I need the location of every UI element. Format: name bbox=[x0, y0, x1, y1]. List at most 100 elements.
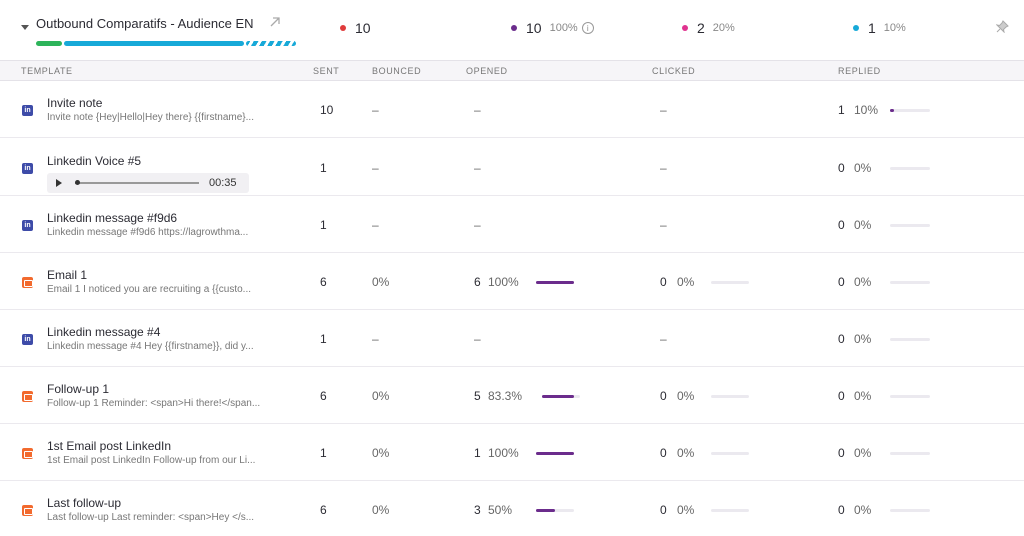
replied-count: 0 bbox=[838, 503, 845, 517]
table-header: TEMPLATE SENT BOUNCED OPENED CLICKED REP… bbox=[0, 60, 1024, 81]
bounced-value: 0% bbox=[372, 275, 390, 289]
stat-sent: 10 bbox=[340, 19, 379, 37]
linkedin-icon: in bbox=[22, 334, 33, 345]
column-sent[interactable]: SENT bbox=[313, 66, 340, 76]
replied-percent: 10% bbox=[854, 103, 879, 117]
table-row[interactable]: Last follow-up Last follow-up Last remind… bbox=[0, 481, 1024, 536]
opened-bar-fill bbox=[536, 452, 574, 455]
info-icon[interactable]: i bbox=[581, 22, 594, 34]
sent-count: 6 bbox=[320, 275, 327, 289]
template-preview: Last follow-up Last reminder: <span>Hey … bbox=[47, 512, 255, 523]
stat-dot bbox=[340, 25, 346, 31]
clicked-percent: 0% bbox=[677, 275, 695, 289]
template-name[interactable]: 1st Email post LinkedIn bbox=[47, 439, 172, 453]
audio-player[interactable]: 00:35 bbox=[47, 173, 249, 193]
sent-count: 6 bbox=[320, 503, 327, 517]
template-name[interactable]: Linkedin message #f9d6 bbox=[47, 211, 178, 225]
stat-count: 10 bbox=[355, 20, 371, 36]
opened-count: 3 bbox=[474, 503, 481, 517]
opened-bar-fill bbox=[536, 281, 574, 284]
clicked-count: 0 bbox=[660, 503, 667, 517]
column-template[interactable]: TEMPLATE bbox=[21, 66, 73, 76]
opened-percent: 83.3% bbox=[488, 389, 523, 403]
table-row[interactable]: in Linkedin message #4 Linkedin message #4… bbox=[0, 310, 1024, 367]
replied-bar bbox=[890, 224, 930, 227]
bounced-value: – bbox=[372, 103, 379, 117]
linkedin-icon: in bbox=[22, 163, 33, 174]
column-bounced[interactable]: BOUNCED bbox=[372, 66, 422, 76]
campaign-title[interactable]: Outbound Comparatifs - Audience EN bbox=[36, 16, 254, 31]
clicked-percent: 0% bbox=[677, 503, 695, 517]
table-row[interactable]: in Linkedin message #f9d6 Linkedin message… bbox=[0, 196, 1024, 253]
template-preview: Linkedin message #4 Hey {{firstname}}, d… bbox=[47, 341, 254, 352]
stat-count: 10 bbox=[526, 20, 542, 36]
column-replied[interactable]: REPLIED bbox=[838, 66, 881, 76]
table-row[interactable]: 1st Email post LinkedIn 1st Email post Li… bbox=[0, 424, 1024, 481]
replied-bar bbox=[890, 109, 930, 112]
stat-opened: 10 100% i bbox=[511, 19, 594, 37]
opened-value: – bbox=[474, 332, 481, 346]
table-row[interactable]: Email 1 Email 1 I noticed you are recruit… bbox=[0, 253, 1024, 310]
pin-icon[interactable] bbox=[996, 20, 1009, 33]
sent-count: 1 bbox=[320, 332, 327, 346]
opened-percent: 50% bbox=[488, 503, 513, 517]
template-name[interactable]: Last follow-up bbox=[47, 496, 122, 510]
opened-percent: 100% bbox=[488, 275, 519, 289]
replied-count: 0 bbox=[838, 218, 845, 232]
clicked-value: – bbox=[660, 161, 667, 175]
template-name[interactable]: Linkedin message #4 bbox=[47, 325, 161, 339]
opened-bar bbox=[536, 452, 574, 455]
audio-seek-track[interactable] bbox=[75, 182, 199, 184]
table-row[interactable]: Follow-up 1 Follow-up 1 Reminder: <span>H… bbox=[0, 367, 1024, 424]
sent-count: 6 bbox=[320, 389, 327, 403]
replied-percent: 0% bbox=[854, 275, 872, 289]
column-opened[interactable]: OPENED bbox=[466, 66, 508, 76]
clicked-count: 0 bbox=[660, 275, 667, 289]
replied-bar bbox=[890, 509, 930, 512]
table-row[interactable]: in Linkedin Voice #5 00:35 1 – – – 0 0% bbox=[0, 139, 1024, 196]
template-name[interactable]: Follow-up 1 bbox=[47, 382, 110, 396]
template-preview: Email 1 I noticed you are recruiting a {… bbox=[47, 284, 251, 295]
progress-sent-segment bbox=[64, 41, 244, 46]
campaign-header: Outbound Comparatifs - Audience EN 10 10… bbox=[0, 0, 1024, 60]
stat-percent: 100% bbox=[549, 22, 578, 34]
caret-down-icon[interactable] bbox=[21, 25, 29, 30]
external-link-icon[interactable] bbox=[268, 15, 282, 29]
replied-percent: 0% bbox=[854, 332, 872, 346]
sent-count: 1 bbox=[320, 218, 327, 232]
opened-bar bbox=[536, 509, 574, 512]
template-preview: 1st Email post LinkedIn Follow-up from o… bbox=[47, 455, 256, 466]
play-icon[interactable] bbox=[56, 179, 62, 187]
bounced-value: 0% bbox=[372, 389, 390, 403]
clicked-percent: 0% bbox=[677, 446, 695, 460]
replied-percent: 0% bbox=[854, 446, 872, 460]
clicked-percent: 0% bbox=[677, 389, 695, 403]
clicked-bar bbox=[711, 395, 749, 398]
sent-count: 1 bbox=[320, 161, 327, 175]
template-name[interactable]: Email 1 bbox=[47, 268, 88, 282]
column-clicked[interactable]: CLICKED bbox=[652, 66, 696, 76]
audio-seek-handle[interactable] bbox=[75, 180, 80, 185]
replied-bar bbox=[890, 452, 930, 455]
clicked-bar bbox=[711, 452, 749, 455]
bounced-value: – bbox=[372, 332, 379, 346]
progress-done-segment bbox=[36, 41, 62, 46]
email-icon bbox=[22, 391, 33, 402]
opened-bar bbox=[542, 395, 580, 398]
opened-value: – bbox=[474, 218, 481, 232]
clicked-bar bbox=[711, 281, 749, 284]
audio-duration: 00:35 bbox=[209, 177, 237, 189]
clicked-count: 0 bbox=[660, 446, 667, 460]
stat-replied: 1 10% bbox=[853, 19, 906, 37]
clicked-value: – bbox=[660, 103, 667, 117]
template-name[interactable]: Linkedin Voice #5 bbox=[47, 154, 142, 168]
opened-count: 1 bbox=[474, 446, 481, 460]
template-name[interactable]: Invite note bbox=[47, 96, 103, 110]
replied-bar bbox=[890, 281, 930, 284]
replied-bar bbox=[890, 338, 930, 341]
replied-percent: 0% bbox=[854, 389, 872, 403]
stat-count: 1 bbox=[868, 20, 876, 36]
table-row[interactable]: in Invite note Invite note {Hey|Hello|Hey … bbox=[0, 81, 1024, 138]
stat-percent: 20% bbox=[712, 22, 735, 34]
replied-percent: 0% bbox=[854, 218, 872, 232]
